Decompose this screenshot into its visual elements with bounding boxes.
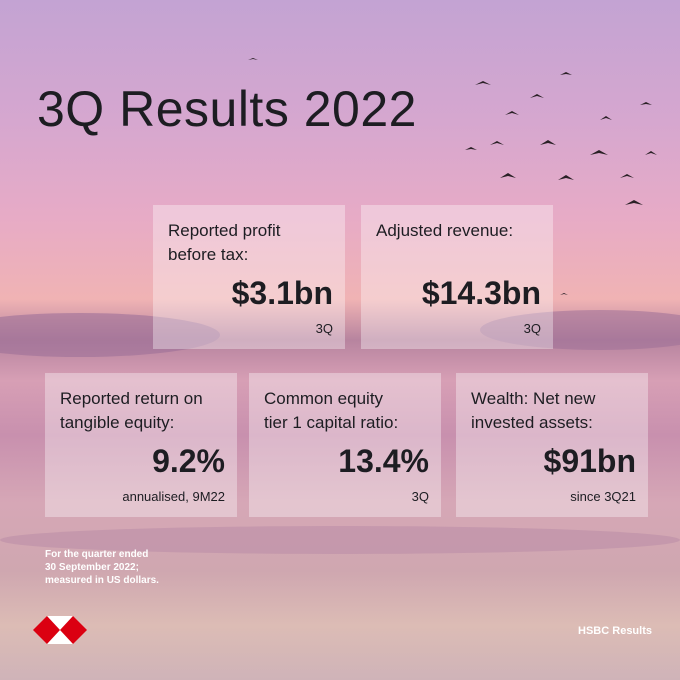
card-label: Reported profit before tax:: [168, 219, 331, 267]
card-label: Reported return on tangible equity:: [60, 387, 223, 435]
card-note: 3Q: [315, 321, 333, 336]
label-line: Reported return on: [60, 389, 203, 408]
card: Common equity tier 1 capital ratio: 13.4% 3…: [249, 373, 441, 517]
footnote-line: For the quarter ended: [45, 549, 149, 560]
title: 3Q Results 2022: [37, 81, 417, 137]
card: Adjusted revenue: $14.3bn 3Q: [361, 205, 553, 349]
cloud: [480, 310, 680, 350]
cloud: [0, 313, 220, 357]
card: Reported profit before tax: $3.1bn 3Q: [153, 205, 345, 349]
label-line: Wealth: Net new: [471, 389, 596, 408]
footnote-line: 30 September 2022;: [45, 562, 139, 573]
label-line: tangible equity:: [60, 413, 175, 432]
label-line: invested assets:: [471, 413, 593, 432]
footnote-line: measured in US dollars.: [45, 575, 159, 586]
birds: [248, 58, 657, 295]
label-line: Adjusted revenue:: [376, 221, 514, 240]
card-value: 9.2%: [152, 443, 225, 479]
card-value: 13.4%: [338, 443, 429, 479]
card-value: $3.1bn: [231, 275, 333, 311]
label-line: Reported profit: [168, 221, 281, 240]
card-value: $14.3bn: [421, 275, 541, 311]
label-line: tier 1 capital ratio:: [264, 413, 399, 432]
card-note: 3Q: [411, 489, 429, 504]
card-label: Wealth: Net new invested assets:: [471, 387, 634, 435]
card: Reported return on tangible equity: 9.2% an…: [45, 373, 237, 517]
hsbc-logo: [33, 616, 87, 644]
card-label: Common equity tier 1 capital ratio:: [264, 387, 427, 435]
card-note: since 3Q21: [570, 489, 636, 504]
brand: HSBC Results: [578, 625, 652, 637]
label-line: before tax:: [168, 245, 249, 264]
footnote: For the quarter ended 30 September 2022;…: [45, 548, 159, 587]
card-label: Adjusted revenue:: [376, 219, 539, 243]
card-note: annualised, 9M22: [122, 489, 225, 504]
card-note: 3Q: [523, 321, 541, 336]
card-value: $91bn: [543, 443, 636, 479]
water: [0, 526, 680, 554]
label-line: Common equity: [264, 389, 384, 408]
card: Wealth: Net new invested assets: $91bn sinc…: [456, 373, 648, 517]
